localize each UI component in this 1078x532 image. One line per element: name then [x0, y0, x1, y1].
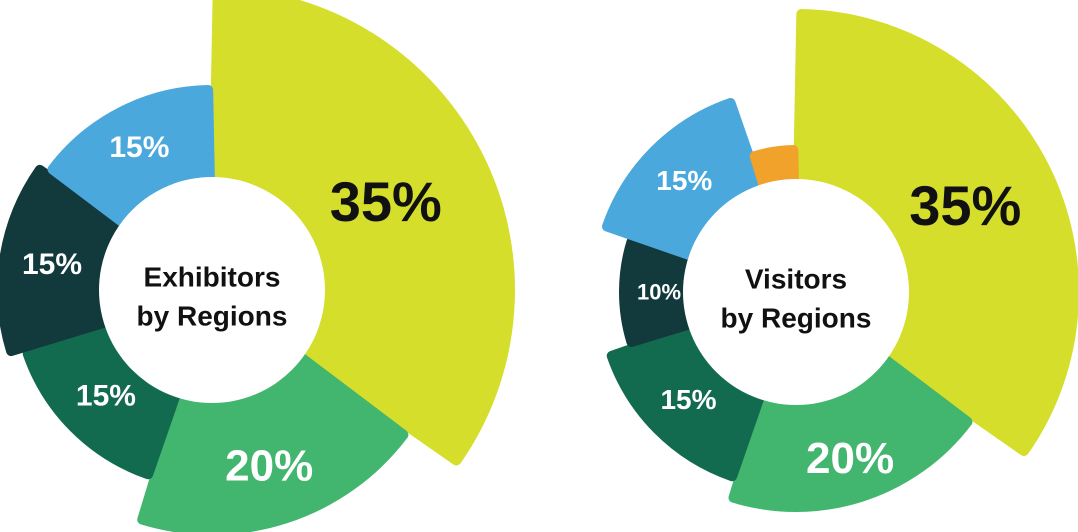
slice-label: 15%	[660, 384, 716, 415]
donut-chart-2: 35% 20% 15% 10% 15% 5% Visitors by Regions	[602, 9, 1078, 512]
chart-title-line: by Regions	[721, 303, 872, 334]
slice-label: 20%	[806, 434, 894, 483]
slice-label: 20%	[225, 441, 313, 490]
slice-label: 35%	[330, 170, 442, 233]
donut-center-hole	[99, 177, 325, 403]
donut-chart-1: 35% 20% 15% 15% 15% Exhibitors by Regions	[0, 0, 515, 532]
slice-label: 15%	[109, 131, 169, 164]
slice-label: 10%	[637, 280, 681, 305]
donut-center-hole	[683, 179, 909, 405]
slice-label: 15%	[656, 165, 712, 196]
slice-label: 15%	[22, 248, 82, 281]
slice-label: 35%	[909, 174, 1021, 237]
slice-label: 5%	[762, 155, 791, 177]
chart-title-line: Visitors	[745, 264, 847, 295]
chart-title-line: Exhibitors	[144, 262, 281, 293]
slice-label: 15%	[76, 380, 136, 413]
chart-title-line: by Regions	[137, 301, 288, 332]
